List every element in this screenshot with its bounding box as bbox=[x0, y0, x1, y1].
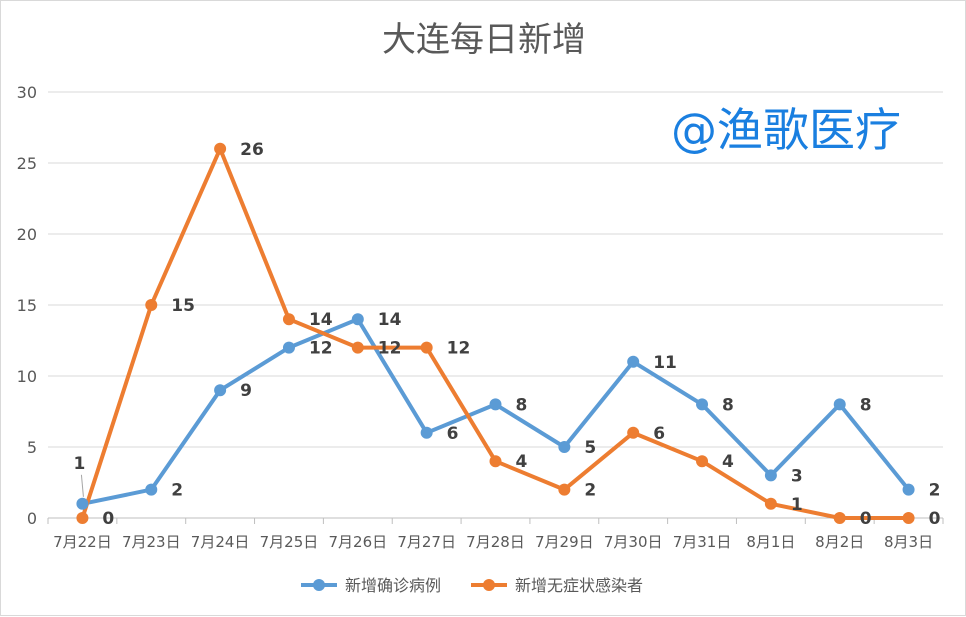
x-tick-label: 7月30日 bbox=[604, 533, 663, 551]
y-tick-label: 10 bbox=[17, 367, 37, 386]
x-tick-label: 7月23日 bbox=[122, 533, 181, 551]
y-tick-label: 30 bbox=[17, 83, 37, 102]
data-label: 14 bbox=[309, 310, 333, 330]
data-point bbox=[351, 341, 364, 354]
y-tick-label: 20 bbox=[17, 225, 37, 244]
x-tick-label: 8月2日 bbox=[815, 533, 864, 551]
data-point bbox=[833, 398, 846, 411]
data-label: 8 bbox=[860, 395, 872, 415]
data-label: 12 bbox=[378, 339, 402, 359]
legend-label: 新增确诊病例 bbox=[345, 576, 441, 595]
data-point bbox=[764, 497, 777, 510]
series-group bbox=[76, 142, 915, 524]
data-point bbox=[489, 455, 502, 468]
data-point bbox=[214, 384, 227, 397]
data-label: 14 bbox=[378, 310, 402, 330]
label-leader-line bbox=[80, 474, 84, 497]
data-label: 4 bbox=[516, 452, 528, 472]
series-line-1 bbox=[80, 317, 911, 506]
data-point bbox=[764, 469, 777, 482]
x-tick-label: 7月25日 bbox=[260, 533, 319, 551]
data-point bbox=[902, 512, 915, 524]
data-point bbox=[282, 313, 295, 326]
data-label: 4 bbox=[722, 452, 734, 472]
data-label: 6 bbox=[653, 424, 665, 444]
data-point bbox=[558, 441, 571, 453]
data-point bbox=[420, 426, 433, 439]
x-tick-label: 7月26日 bbox=[328, 533, 387, 551]
data-label: 1 bbox=[791, 495, 803, 515]
x-tick-label: 7月24日 bbox=[191, 533, 250, 551]
data-label: 9 bbox=[240, 381, 252, 401]
data-point bbox=[833, 512, 846, 524]
legend: 新增确诊病例 新增无症状感染者 bbox=[301, 576, 643, 595]
data-point bbox=[351, 313, 364, 326]
data-label: 12 bbox=[447, 339, 471, 359]
data-point bbox=[627, 355, 640, 368]
x-tick-label: 8月1日 bbox=[746, 533, 795, 551]
x-tick-label: 7月28日 bbox=[466, 533, 525, 551]
legend-swatch-marker bbox=[483, 579, 495, 591]
y-tick-label: 0 bbox=[27, 509, 37, 528]
gridlines bbox=[48, 91, 943, 448]
data-point bbox=[627, 426, 640, 439]
data-point bbox=[145, 299, 158, 311]
data-point bbox=[282, 341, 295, 354]
data-point bbox=[145, 483, 158, 496]
data-label: 8 bbox=[722, 395, 734, 415]
legend-swatch-marker bbox=[313, 579, 325, 591]
data-label: 8 bbox=[516, 395, 528, 415]
data-label: 12 bbox=[309, 339, 333, 359]
data-label: 5 bbox=[584, 438, 596, 458]
data-point bbox=[214, 142, 227, 155]
x-tick-label: 7月31日 bbox=[673, 533, 732, 551]
data-label: 2 bbox=[584, 481, 596, 501]
data-point bbox=[696, 455, 709, 468]
x-tick-label: 7月27日 bbox=[397, 533, 456, 551]
data-label: 1 bbox=[74, 454, 86, 474]
x-tick-label: 7月22日 bbox=[53, 533, 112, 551]
data-label: 0 bbox=[860, 509, 872, 529]
data-label: 26 bbox=[240, 140, 264, 160]
data-point bbox=[558, 483, 571, 496]
data-label: 2 bbox=[929, 481, 941, 501]
data-point bbox=[489, 398, 502, 411]
data-label: 15 bbox=[171, 296, 195, 316]
y-tick-label: 5 bbox=[27, 438, 37, 457]
y-tick-label: 15 bbox=[17, 296, 37, 315]
y-tick-label: 25 bbox=[17, 154, 37, 173]
data-label: 0 bbox=[102, 509, 114, 529]
data-point bbox=[76, 512, 89, 524]
data-label: 11 bbox=[653, 353, 677, 373]
legend-label: 新增无症状感染者 bbox=[515, 576, 643, 595]
data-label: 6 bbox=[447, 424, 459, 444]
watermark-text: @渔歌医疗 bbox=[671, 103, 901, 157]
data-label: 0 bbox=[929, 509, 941, 529]
chart-title: 大连每日新增 bbox=[382, 20, 586, 60]
data-point bbox=[696, 398, 709, 411]
data-label: 3 bbox=[791, 466, 803, 486]
x-tick-label: 7月29日 bbox=[535, 533, 594, 551]
x-tick-label: 8月3日 bbox=[884, 533, 933, 551]
data-point bbox=[76, 497, 89, 510]
data-point bbox=[420, 341, 433, 354]
data-label: 2 bbox=[171, 481, 183, 501]
data-point bbox=[902, 483, 915, 496]
